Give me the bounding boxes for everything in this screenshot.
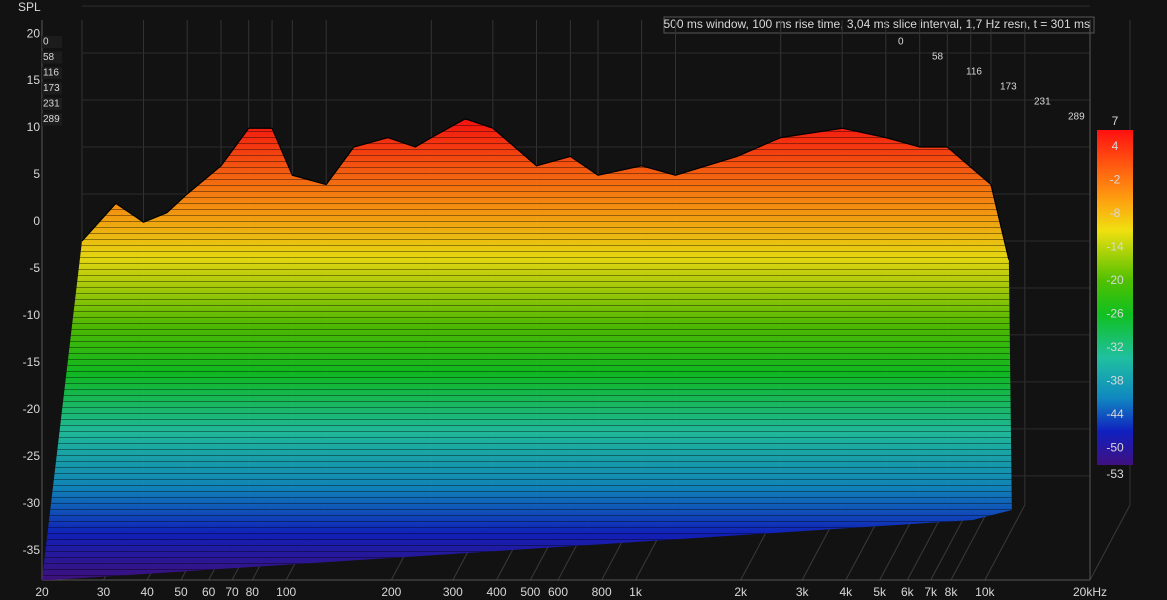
x-tick-label: 100 (276, 585, 296, 599)
x-tick-label: 10k (975, 585, 995, 599)
x-tick-label: 200 (381, 585, 401, 599)
y-tick-label: -35 (23, 543, 41, 557)
x-tick-label: 7k (924, 585, 938, 599)
x-tick-label: 5k (873, 585, 887, 599)
time-label-box (42, 82, 62, 95)
time-label: 289 (43, 114, 60, 125)
time-label: 116 (966, 67, 982, 78)
surface-contours (42, 118, 1012, 580)
x-tick-label: 6k (901, 585, 915, 599)
floor-grid-line (950, 504, 992, 581)
colorbar-tick-label: 7 (1112, 114, 1119, 128)
x-tick-label: 3k (796, 585, 810, 599)
y-tick-label: -30 (23, 496, 41, 510)
y-tick-label: -25 (23, 449, 41, 463)
x-tick-label: 8k (945, 585, 959, 599)
colorbar (1097, 130, 1133, 465)
x-tick-label: 20 (35, 585, 49, 599)
x-tick-label: 50 (174, 585, 188, 599)
annotation-box (663, 16, 1095, 34)
y-tick-label: -20 (23, 402, 41, 416)
time-label: 231 (43, 99, 60, 110)
x-tick-label: 30 (97, 585, 111, 599)
time-label: 0 (898, 37, 904, 48)
annotation: 500 ms window, 100 ms rise time, 3,04 ms… (663, 17, 1090, 31)
time-label: 58 (43, 52, 55, 63)
time-label-box (42, 67, 62, 79)
time-label: 173 (43, 83, 60, 94)
y-tick-label: 20 (27, 26, 41, 40)
x-tick-label: 500 (520, 585, 540, 599)
time-label-box (42, 51, 62, 64)
y-tick-label: 0 (33, 214, 40, 228)
x-tick-label: 20kHz (1073, 585, 1107, 599)
y-axis-label: SPL (18, 0, 41, 14)
y-tick-label: 5 (33, 167, 40, 181)
x-tick-label: 400 (486, 585, 506, 599)
colorbar-tick-label: -44 (1106, 407, 1124, 421)
floor-grid-line (984, 504, 1026, 581)
time-label: 173 (1000, 82, 1017, 93)
colorbar-tick-label: -50 (1106, 440, 1124, 454)
x-tick-label: 80 (246, 585, 260, 599)
y-tick-label: -10 (23, 308, 41, 322)
time-label: 116 (43, 68, 59, 79)
colorbar-tick-label: -26 (1106, 306, 1124, 320)
slice-line (81, 118, 1010, 260)
floor-grid-line (1089, 504, 1131, 581)
y-tick-label: 15 (27, 73, 41, 87)
x-tick-label: 4k (839, 585, 853, 599)
time-label: 0 (43, 37, 49, 48)
x-tick-label: 800 (592, 585, 612, 599)
x-tick-label: 70 (225, 585, 239, 599)
colorbar-tick-label: -53 (1106, 467, 1124, 481)
x-tick-label: 40 (140, 585, 154, 599)
x-tick-label: 1k (629, 585, 643, 599)
x-tick-label: 600 (548, 585, 568, 599)
colorbar-tick-label: 4 (1112, 139, 1119, 153)
time-label-box (42, 98, 62, 110)
colorbar-tick-label: -14 (1106, 239, 1124, 253)
x-tick-label: 60 (202, 585, 216, 599)
time-label-box (42, 113, 62, 126)
time-label: 289 (1068, 112, 1085, 123)
colorbar-tick-label: -2 (1110, 172, 1121, 186)
colorbar-tick-label: -8 (1110, 206, 1121, 220)
y-tick-label: 10 (27, 120, 41, 134)
colorbar-tick-label: -20 (1106, 273, 1124, 287)
time-label: 231 (1034, 97, 1051, 108)
colorbar-tick-label: -32 (1106, 340, 1124, 354)
time-label-box (42, 36, 62, 48)
x-tick-label: 2k (734, 585, 748, 599)
y-tick-label: -15 (23, 355, 41, 369)
y-tick-label: -5 (29, 261, 40, 275)
time-label: 58 (932, 52, 944, 63)
x-tick-label: 300 (443, 585, 463, 599)
colorbar-tick-label: -38 (1106, 373, 1124, 387)
